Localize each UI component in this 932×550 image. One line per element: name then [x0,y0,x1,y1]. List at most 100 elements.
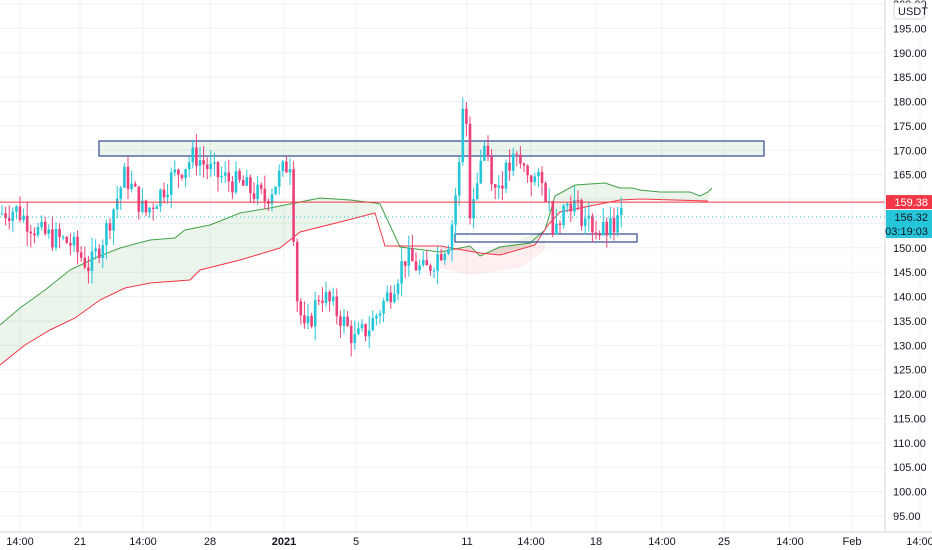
cloud-bullish-fill [0,198,380,365]
candle-body [130,183,133,189]
candle-body [148,207,151,213]
candle-body [151,207,155,210]
candle-body [367,330,371,337]
price-tick-label: 125.00 [893,365,927,377]
candle-body [493,184,497,188]
candle-body [601,221,605,236]
candle-body [576,200,580,202]
candle-body [209,163,213,170]
time-tick-label: 14:00 [776,536,804,548]
candle-body [166,194,169,198]
candle-body [144,200,148,213]
candle-body [321,300,324,303]
price-tick-label: 175.00 [893,121,927,133]
candle-body [508,162,511,171]
candle-body [0,213,4,215]
candle-body [177,169,180,175]
candle-body [457,162,461,196]
candle-body [310,315,313,327]
candle-body [29,231,33,234]
price-tick-label: 190.00 [893,48,927,60]
candle-body [205,164,209,170]
candle-body [421,259,425,266]
candle-body [544,183,547,202]
candle-body [33,233,36,236]
time-axis[interactable]: 14:00 21 14:00 28 2021 5 11 14:00 18 14:00 25 14:00… [0,531,932,548]
cloud-bearish-fill-2 [440,240,545,275]
price-tick-label: 185.00 [893,72,927,84]
price-axis[interactable]: 200.00195.00190.00185.00180.00175.00170.… [884,0,928,532]
candle-body [11,211,15,221]
candle-body [324,291,328,303]
candle-body [465,108,468,124]
candle-body [400,261,403,284]
candle-body [346,316,349,326]
candle-body [270,194,274,204]
candle-body [292,169,295,242]
candle-body [364,324,367,337]
candle-body [511,153,515,171]
candle-body [378,313,382,316]
price-tick-label: 195.00 [893,23,927,35]
candle-body [72,236,76,246]
candle-body [61,236,65,238]
price-tick-label: 145.00 [893,267,927,279]
candle-body [519,154,522,164]
candle-body [256,184,259,200]
time-tick-label: 28 [204,536,216,548]
candle-body [202,160,205,165]
candle-body [612,217,616,233]
candle-body [4,213,7,219]
candle-body [299,301,303,316]
candle-body [137,186,141,212]
candle-body [303,315,306,324]
candle-body [65,236,69,244]
candle-body [529,175,533,183]
candle-body [414,261,418,271]
candle-body [263,188,267,201]
candle-body [295,241,299,302]
candle-body [328,291,331,302]
candle-body [342,316,346,326]
resistance-price-tag-bg [886,195,932,210]
candle-body [619,207,623,216]
candle-body [454,195,457,225]
last-price-tag-bg [886,209,932,224]
candle-body [58,229,61,238]
time-tick-label: 2021 [272,536,296,548]
candle-body [479,160,483,184]
candle-body [281,161,285,172]
countdown-tag-label: 03:19:03 [885,226,928,238]
candle-body [245,177,249,186]
candle-body [285,161,288,173]
candle-body [69,243,72,246]
zones [98,140,765,243]
candle-body [385,292,389,301]
candle-body [313,300,317,327]
candle-body [173,169,177,173]
candle-body [97,248,101,258]
cloud-bullish-fill-2 [480,183,712,255]
candle-body [583,218,587,226]
price-tick-label: 165.00 [893,170,927,182]
time-tick-label: 14:00 [906,536,932,548]
candle-body [490,156,493,185]
candle-body [101,245,105,258]
candle-body [486,145,490,157]
price-tick-label: 180.00 [893,97,927,109]
candle-body [184,169,187,179]
candle-body [79,252,83,258]
candle-body [238,170,241,180]
candle-body [562,205,565,226]
price-tick-label: 115.00 [893,413,926,425]
candle-body [475,183,479,200]
candle-body [393,293,396,303]
candle-body [616,215,619,233]
candle-body [429,265,432,272]
candle-body [234,170,238,193]
candle-body [501,185,504,189]
candle-body [133,183,137,187]
candle-body [18,206,22,221]
candle-body [504,162,508,189]
